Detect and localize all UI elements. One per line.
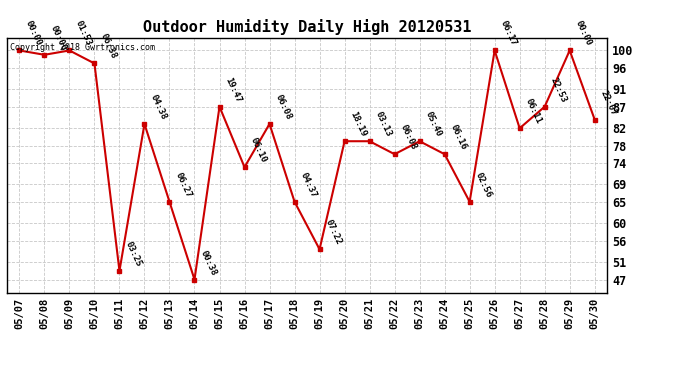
Text: 06:10: 06:10 xyxy=(248,136,268,164)
Text: 07:22: 07:22 xyxy=(324,218,343,246)
Text: 22:07: 22:07 xyxy=(599,88,618,117)
Text: 22:53: 22:53 xyxy=(549,76,569,104)
Text: 02:56: 02:56 xyxy=(474,171,493,199)
Text: 01:53: 01:53 xyxy=(74,20,93,48)
Text: 03:25: 03:25 xyxy=(124,240,143,268)
Title: Outdoor Humidity Daily High 20120531: Outdoor Humidity Daily High 20120531 xyxy=(143,19,471,35)
Text: 06:11: 06:11 xyxy=(524,98,543,126)
Text: 06:08: 06:08 xyxy=(399,123,418,152)
Text: Copyright 2018 Gwrtronics.com: Copyright 2018 Gwrtronics.com xyxy=(10,43,155,52)
Text: 06:08: 06:08 xyxy=(274,93,293,121)
Text: 00:00: 00:00 xyxy=(48,24,68,52)
Text: 00:00: 00:00 xyxy=(23,20,43,48)
Text: 18:19: 18:19 xyxy=(348,110,368,138)
Text: 04:37: 04:37 xyxy=(299,171,318,199)
Text: 00:00: 00:00 xyxy=(574,20,593,48)
Text: 03:13: 03:13 xyxy=(374,110,393,138)
Text: 05:40: 05:40 xyxy=(424,110,443,138)
Text: 19:47: 19:47 xyxy=(224,76,243,104)
Text: 06:16: 06:16 xyxy=(448,123,469,152)
Text: 04:38: 04:38 xyxy=(148,93,168,121)
Text: 00:38: 00:38 xyxy=(199,249,218,277)
Text: 06:17: 06:17 xyxy=(499,20,518,48)
Text: 06:27: 06:27 xyxy=(174,171,193,199)
Text: 06:38: 06:38 xyxy=(99,33,118,61)
